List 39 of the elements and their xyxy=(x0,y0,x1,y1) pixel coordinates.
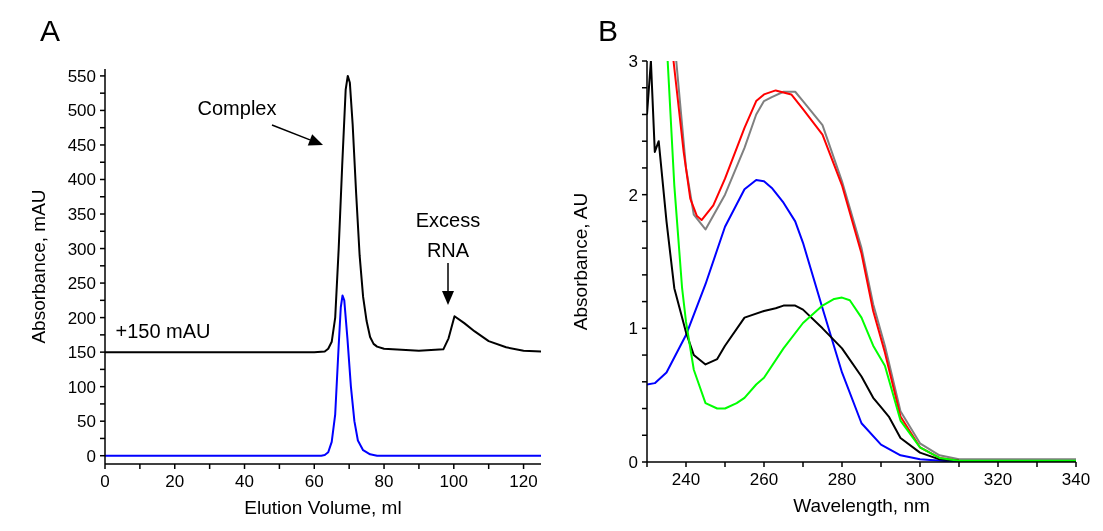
y-tick-label: 0 xyxy=(86,446,96,466)
y-tick-label: 300 xyxy=(67,239,96,259)
y-tick-label: 150 xyxy=(67,343,96,363)
y-tick-label: 550 xyxy=(67,66,96,86)
y-axis-title: Absorbance, mAU xyxy=(27,189,49,344)
y-tick-label: 0 xyxy=(628,453,638,472)
x-tick-label: 20 xyxy=(165,472,185,491)
chart-title: A xyxy=(40,14,61,47)
y-tick-label: 2 xyxy=(628,185,638,205)
x-tick-label: 340 xyxy=(1061,470,1091,489)
y-tick-label: 400 xyxy=(67,170,96,190)
y-tick-label: 250 xyxy=(67,274,96,294)
line-series xyxy=(105,294,541,457)
y-tick-label: 100 xyxy=(67,377,96,397)
x-tick-label: 100 xyxy=(439,472,468,491)
x-tick-label: 240 xyxy=(671,470,701,489)
x-tick-label: 120 xyxy=(509,472,538,491)
x-tick-label: 280 xyxy=(827,470,857,489)
y-tick-label: 200 xyxy=(67,308,96,328)
x-tick-label: 60 xyxy=(304,472,324,491)
y-tick-label: 3 xyxy=(628,52,638,71)
y-tick-label: 350 xyxy=(67,205,96,225)
y-tick-label: 450 xyxy=(67,135,96,155)
chart-title: B xyxy=(598,14,619,47)
annotation: Complex xyxy=(197,97,277,119)
x-axis-title: Elution Volume, ml xyxy=(244,497,402,518)
y-axis-title: Absorbance, AU xyxy=(569,192,591,331)
x-tick-label: 80 xyxy=(374,472,394,491)
y-tick-label: 50 xyxy=(77,412,96,432)
x-tick-label: 300 xyxy=(905,470,935,489)
annotation: +150 mAU xyxy=(115,320,211,343)
annotation: Excess RNA xyxy=(415,209,481,261)
x-tick-label: 320 xyxy=(983,470,1013,489)
y-tick-label: 500 xyxy=(67,101,96,121)
x-tick-label: 0 xyxy=(100,472,110,491)
x-tick-label: 260 xyxy=(749,470,779,489)
x-axis-title: Wavelength, nm xyxy=(793,495,930,516)
y-tick-label: 1 xyxy=(628,319,638,339)
x-tick-label: 40 xyxy=(235,472,254,491)
